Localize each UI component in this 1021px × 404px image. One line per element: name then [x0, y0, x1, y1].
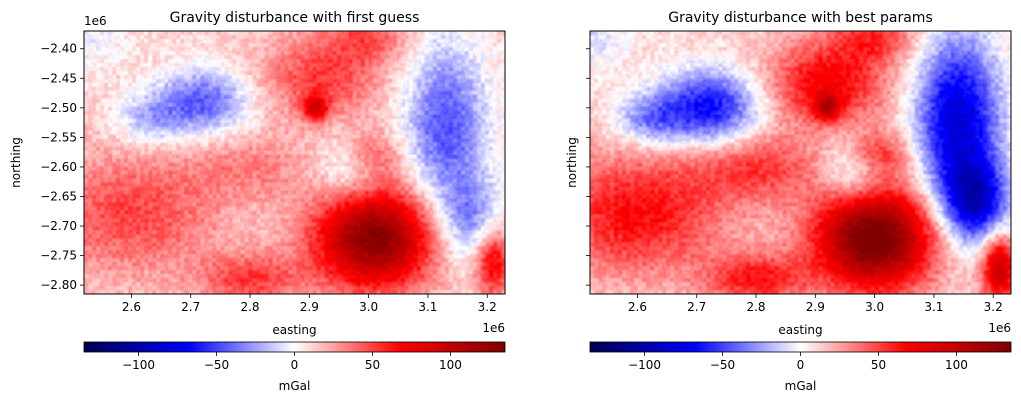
y-axis-label: northing [9, 137, 23, 188]
colorbar-tick-label: −100 [122, 358, 155, 372]
heatmap-image [84, 31, 505, 294]
y-tick-label: −2.80 [40, 278, 77, 292]
y-tick-label: −2.45 [40, 71, 77, 85]
x-offset-label: 1e6 [988, 321, 1011, 335]
panel-left: Gravity disturbance with first guess 1e6… [9, 10, 506, 393]
plot-frame [83, 30, 506, 295]
x-tick-label: 2.7 [687, 300, 706, 314]
x-tick-label: 2.9 [806, 300, 825, 314]
y-tick-label: −2.70 [40, 219, 77, 233]
x-tick-label: 2.8 [746, 300, 765, 314]
x-tick-label: 3.2 [984, 300, 1003, 314]
y-tick-label: −2.75 [40, 249, 77, 263]
panel-right: Gravity disturbance with best params 1e6… [565, 10, 1012, 393]
colorbar-label: mGal [279, 379, 311, 393]
y-tick-label: −2.40 [40, 42, 77, 56]
axis-ticks: 2.6 2.7 2.8 2.9 3.0 3.1 3.2 [586, 48, 1003, 314]
colorbar-label: mGal [785, 379, 817, 393]
x-axis-label: easting [778, 323, 822, 337]
x-tick-label: 3.1 [418, 300, 437, 314]
x-tick-label: 2.9 [300, 300, 319, 314]
colorbar-tick-label: 50 [871, 358, 886, 372]
chart-title: Gravity disturbance with first guess [170, 10, 420, 26]
colorbar-tick-label: −50 [204, 358, 229, 372]
heatmap-image [590, 31, 1011, 294]
x-tick-label: 2.6 [628, 300, 647, 314]
colorbar [83, 341, 506, 353]
colorbar-tick-label: 0 [797, 358, 805, 372]
chart-title: Gravity disturbance with best params [668, 10, 933, 26]
x-tick-label: 3.0 [359, 300, 378, 314]
y-tick-label: −2.50 [40, 101, 77, 115]
colorbar-ticks: −100 −50 0 50 100 [628, 352, 968, 372]
colorbar-tick-label: 0 [291, 358, 299, 372]
x-offset-label: 1e6 [482, 321, 505, 335]
y-offset-label: 1e6 [84, 14, 107, 28]
x-tick-label: 2.7 [181, 300, 200, 314]
plot-frame [589, 30, 1012, 295]
colorbar [589, 341, 1012, 353]
colorbar-tick-label: 50 [365, 358, 380, 372]
x-tick-label: 3.0 [865, 300, 884, 314]
x-tick-label: 2.6 [122, 300, 141, 314]
x-axis-label: easting [272, 323, 316, 337]
axis-ticks: 2.6 2.7 2.8 2.9 3.0 3.1 3.2 −2.40 −2.45 −2.50 −2.5… [40, 42, 497, 314]
x-tick-label: 2.8 [240, 300, 259, 314]
colorbar-ticks: −100 −50 0 50 100 [122, 352, 462, 372]
y-tick-label: −2.60 [40, 160, 77, 174]
colorbar-tick-label: 100 [945, 358, 968, 372]
x-tick-label: 3.2 [478, 300, 497, 314]
x-tick-label: 3.1 [924, 300, 943, 314]
colorbar-tick-label: 100 [439, 358, 462, 372]
y-tick-label: −2.55 [40, 130, 77, 144]
colorbar-tick-label: −50 [710, 358, 735, 372]
y-axis-label: northing [565, 137, 579, 188]
colorbar-tick-label: −100 [628, 358, 661, 372]
y-tick-label: −2.65 [40, 189, 77, 203]
